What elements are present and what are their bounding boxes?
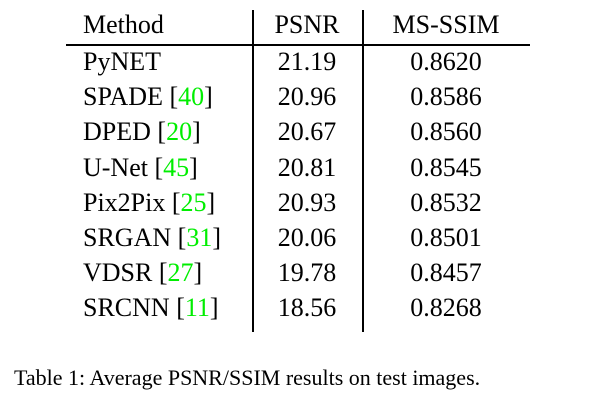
citation-link[interactable]: 20 <box>166 117 193 147</box>
table-cell-psnr: 20.06 <box>277 223 337 252</box>
table-row-method: U-Net [45] <box>83 152 198 182</box>
table-cell-psnr: 20.93 <box>277 187 337 217</box>
header-method: Method <box>83 10 164 39</box>
table-cell-ms-ssim: 0.8501 <box>410 223 482 252</box>
citation-link[interactable]: 45 <box>163 152 190 182</box>
table-cell-ms-ssim: 0.8457 <box>410 258 482 288</box>
caption-text: Average PSNR/SSIM results on test images… <box>89 365 481 390</box>
method-name: DPED <box>83 117 151 147</box>
table-row-method: SRCNN [11] <box>83 293 219 323</box>
citation-link[interactable]: 40 <box>178 82 205 112</box>
citation-link[interactable]: 27 <box>167 258 194 288</box>
table-cell-psnr: 19.78 <box>277 258 337 288</box>
caption-label: Table 1: <box>14 365 86 390</box>
table-cell-psnr: 21.19 <box>277 47 337 76</box>
table-row-method: SPADE [40] <box>83 82 213 112</box>
table-row-method: SRGAN [31] <box>83 223 221 252</box>
table-cell-ms-ssim: 0.8268 <box>410 293 482 323</box>
citation-link[interactable]: 11 <box>184 293 210 323</box>
method-name: SRGAN <box>83 223 172 252</box>
table-cell-psnr: 20.96 <box>277 82 337 112</box>
table-cell-ms-ssim: 0.8560 <box>410 117 482 147</box>
method-name: U-Net <box>83 152 148 182</box>
table-caption: Table 1: Average PSNR/SSIM results on te… <box>14 365 480 391</box>
table-cell-ms-ssim: 0.8532 <box>410 187 482 217</box>
method-name: Pix2Pix <box>83 187 166 217</box>
column-divider-psnr-msssim <box>362 10 364 332</box>
column-divider-method-psnr <box>252 10 254 332</box>
method-name: SRCNN <box>83 293 170 323</box>
table-cell-ms-ssim: 0.8545 <box>410 152 482 182</box>
header-rule <box>66 44 530 46</box>
header-ms-ssim: MS-SSIM <box>392 10 500 39</box>
citation-link[interactable]: 31 <box>186 223 213 252</box>
table-cell-psnr: 18.56 <box>277 293 337 323</box>
method-name: VDSR <box>83 258 153 288</box>
table-cell-psnr: 20.81 <box>277 152 337 182</box>
citation-link[interactable]: 25 <box>180 187 207 217</box>
table-row-method: PyNET <box>83 47 161 77</box>
table-row-method: DPED [20] <box>83 117 201 147</box>
method-name: SPADE <box>83 82 163 112</box>
table-row-method: VDSR [27] <box>83 258 203 288</box>
table-cell-ms-ssim: 0.8586 <box>410 82 482 112</box>
table-cell-psnr: 20.67 <box>277 117 337 147</box>
table-row-method: Pix2Pix [25] <box>83 187 216 217</box>
method-name: PyNET <box>83 47 161 76</box>
header-psnr: PSNR <box>274 10 340 39</box>
table-cell-ms-ssim: 0.8620 <box>410 47 482 76</box>
